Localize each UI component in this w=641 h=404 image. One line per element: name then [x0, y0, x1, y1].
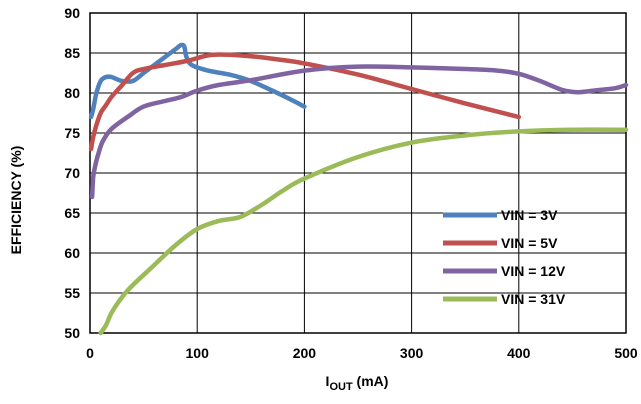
y-axis-label: EFFICIENCY (%) — [8, 146, 24, 255]
gridlines — [89, 12, 627, 334]
y-tick-label: 55 — [64, 285, 80, 301]
x-tick-label: 0 — [86, 345, 94, 361]
series-line-vin-3v — [88, 42, 307, 120]
series-line-vin-12v — [89, 64, 629, 200]
y-tick-label: 75 — [64, 125, 80, 141]
y-tick-label: 85 — [64, 45, 80, 61]
x-axis-label-subscript: OUT — [329, 381, 353, 393]
legend-label: VIN = 3V — [501, 207, 558, 223]
y-tick-label: 80 — [64, 85, 80, 101]
y-tick-label: 90 — [64, 5, 80, 21]
x-tick-label: 300 — [400, 345, 424, 361]
series-line-vin-5v — [88, 52, 522, 152]
legend-label: VIN = 31V — [501, 291, 566, 307]
y-tick-label: 65 — [64, 205, 80, 221]
x-tick-label: 100 — [186, 345, 210, 361]
x-axis-label: IOUT (mA) — [326, 373, 389, 393]
y-tick-label: 60 — [64, 245, 80, 261]
x-tick-label: 500 — [614, 345, 638, 361]
legend-label: VIN = 12V — [501, 263, 566, 279]
series-lines — [88, 42, 629, 336]
y-tick-label: 50 — [64, 325, 80, 341]
legend-label: VIN = 5V — [501, 235, 558, 251]
x-tick-label: 200 — [293, 345, 317, 361]
plot-area — [89, 12, 627, 334]
x-axis-label-main: I — [326, 373, 330, 389]
y-tick-labels: 50 55 60 65 70 75 80 85 90 — [64, 5, 80, 341]
y-tick-label: 70 — [64, 165, 80, 181]
x-tick-labels: 0 100 200 300 400 500 — [86, 345, 638, 361]
legend: VIN = 3V VIN = 5V VIN = 12V VIN = 31V — [443, 207, 566, 307]
series-line-vin-31v — [98, 127, 629, 336]
x-tick-label: 400 — [507, 345, 531, 361]
x-axis-label-unit: (mA) — [353, 373, 389, 389]
